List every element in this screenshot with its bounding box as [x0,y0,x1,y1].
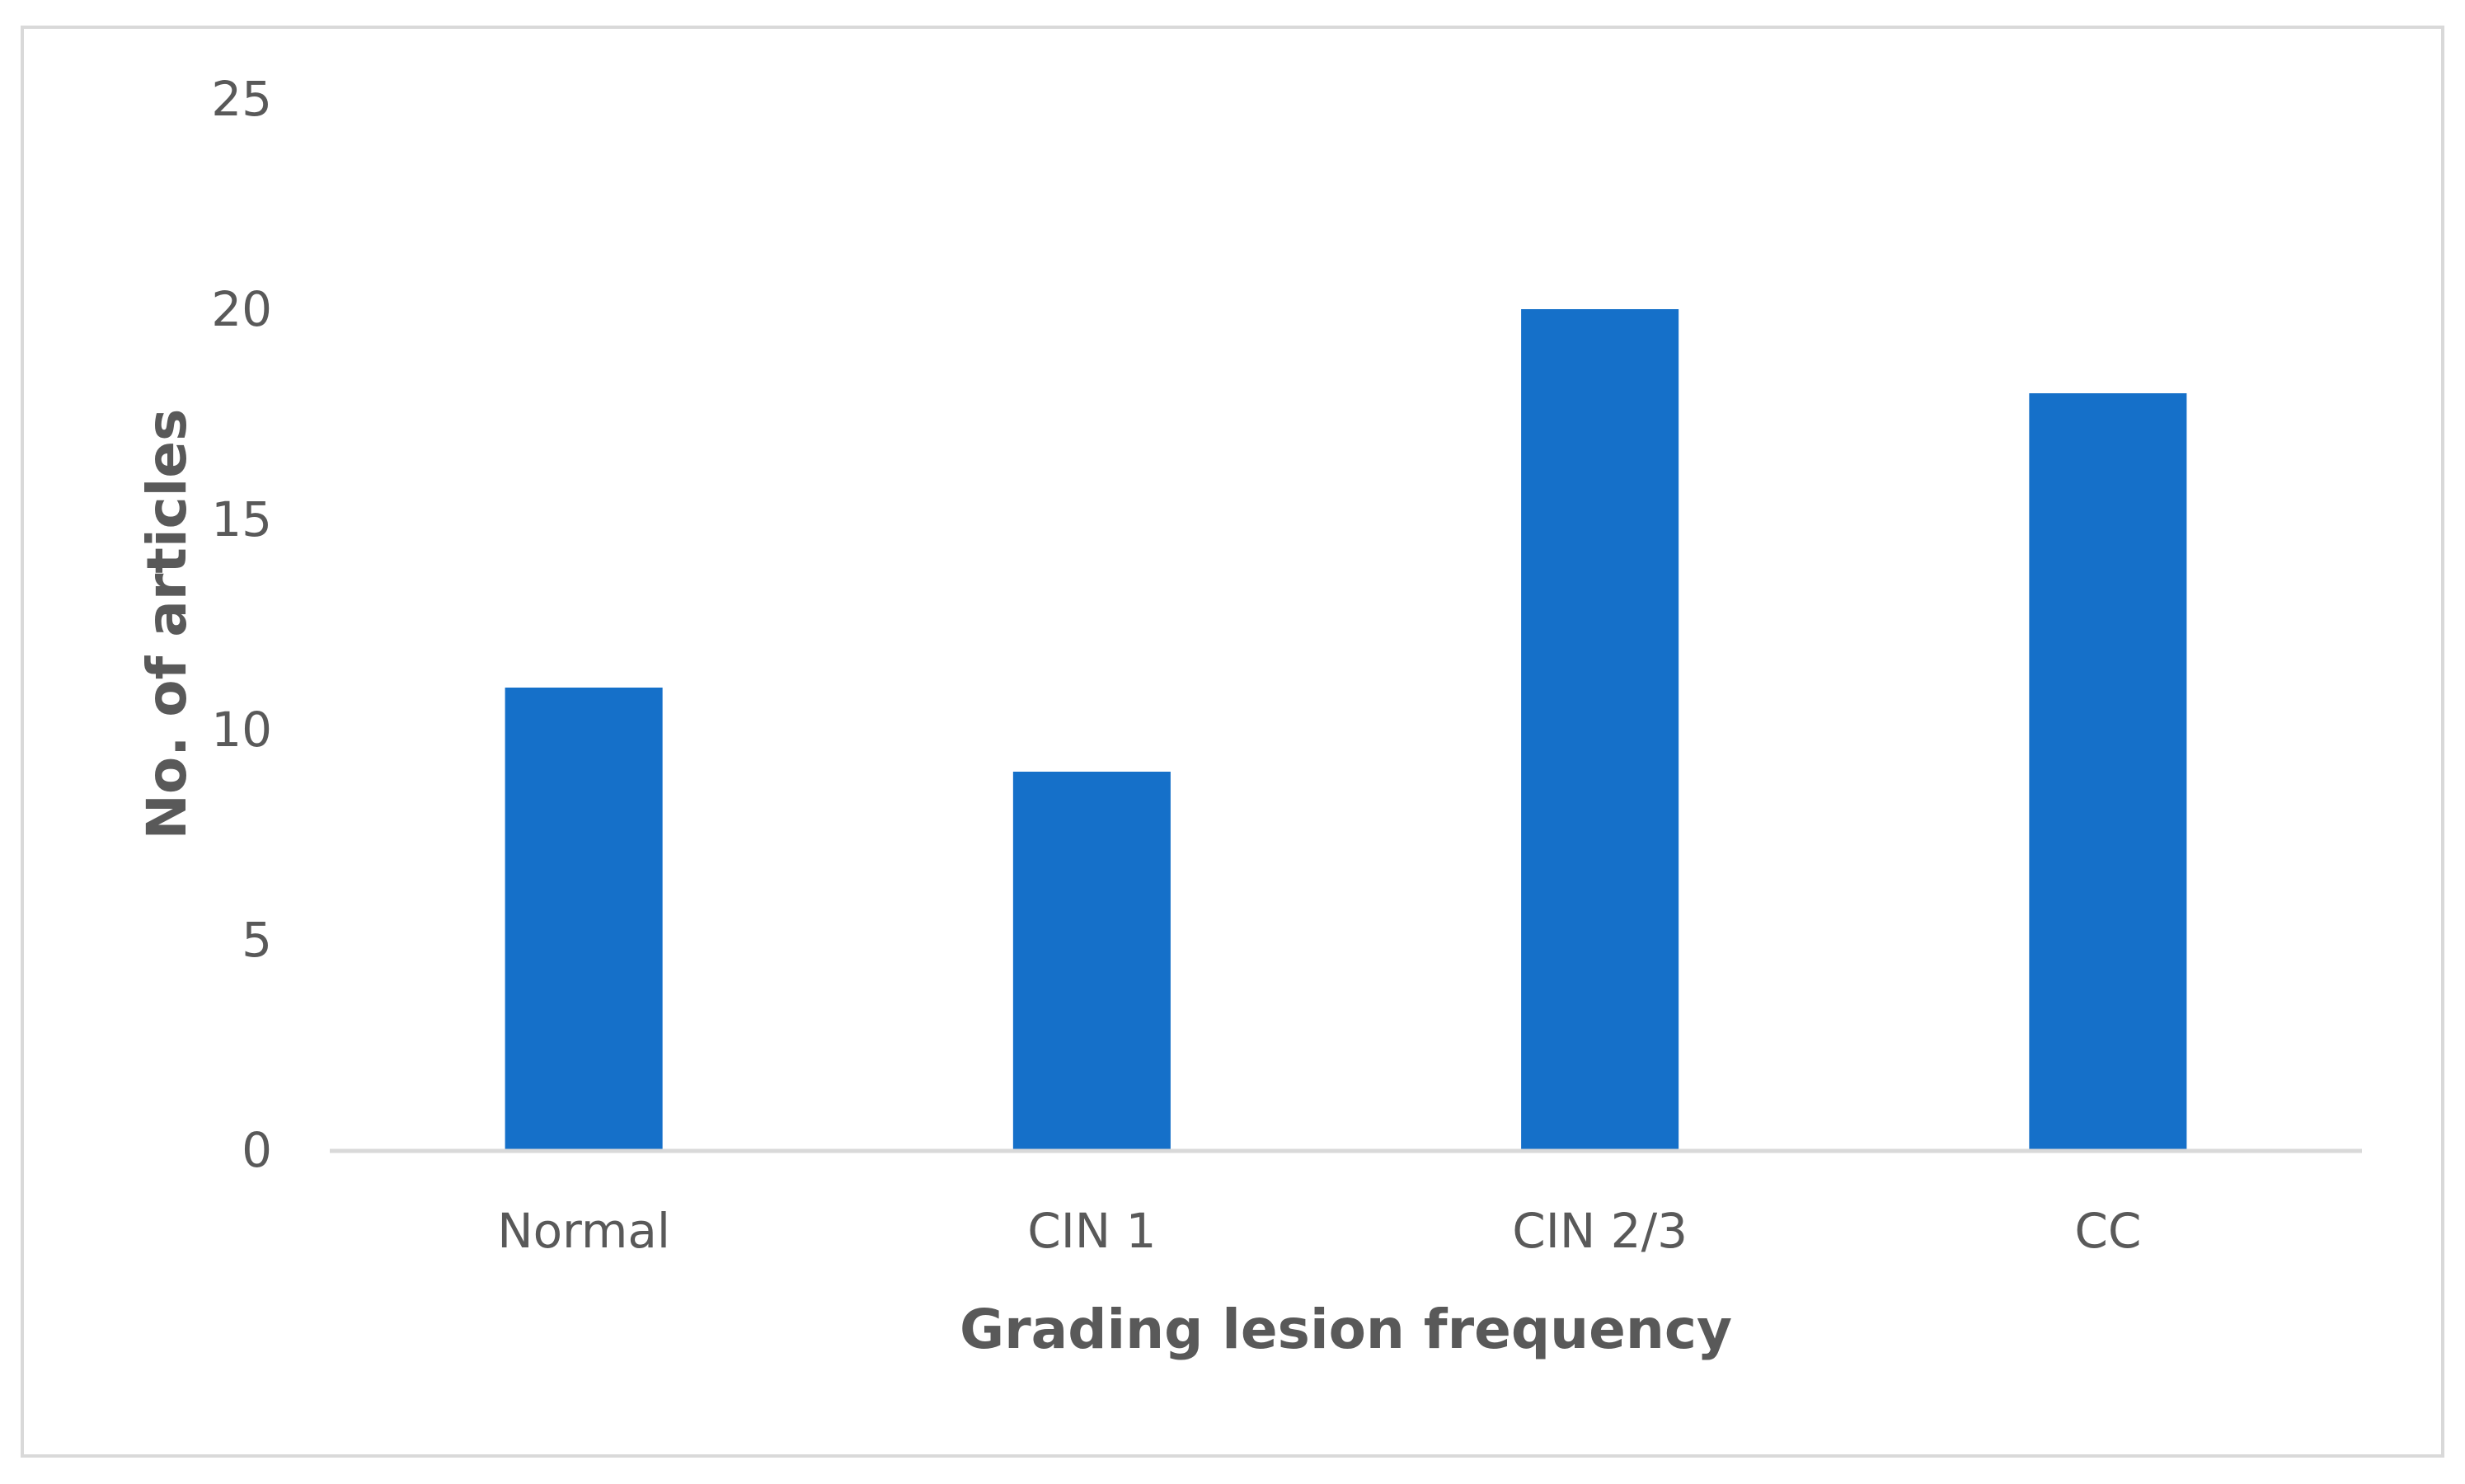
bar-cc [2029,393,2187,1150]
y-tick-label: 5 [242,912,272,968]
x-tick-label: Normal [497,1203,670,1259]
bar-normal [505,688,663,1150]
bar-cin-1 [1012,772,1171,1150]
y-tick-label: 25 [211,71,272,127]
x-tick-label: CIN 2/3 [1512,1203,1688,1259]
x-axis-title: Grading lesion frequency [960,1298,1732,1361]
bars-group [505,309,2187,1150]
y-tick-label: 10 [211,702,272,758]
y-tick-label: 20 [211,281,272,337]
y-tick-label: 0 [242,1122,272,1178]
bar-cin-2-3 [1521,309,1679,1150]
y-tick-label: 15 [211,491,272,547]
x-tick-label: CIN 1 [1027,1203,1156,1259]
y-axis-title: No. of articles [135,409,199,840]
x-tick-labels: Normal CIN 1 CIN 2/3 CC [497,1203,2141,1259]
y-tick-labels: 0 5 10 15 20 25 [211,71,272,1178]
x-tick-label: CC [2074,1203,2141,1259]
